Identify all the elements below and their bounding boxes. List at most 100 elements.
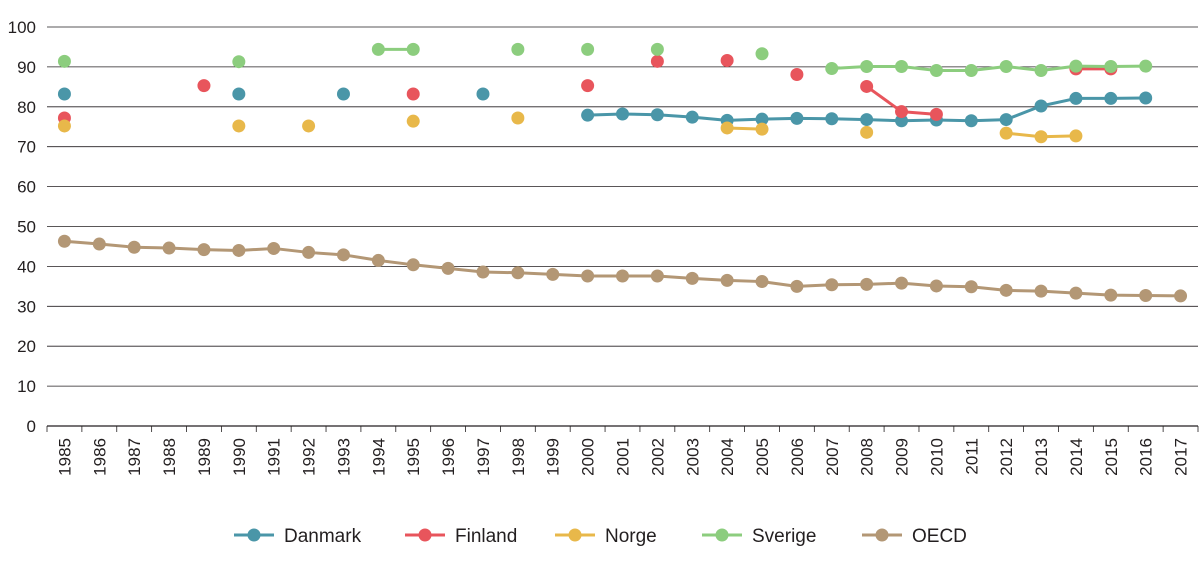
- y-tick-label: 10: [17, 377, 36, 396]
- data-point-oecd: [511, 266, 525, 280]
- data-point-norge: [232, 119, 246, 133]
- x-tick-label: 1990: [230, 438, 249, 476]
- x-tick-label: 2005: [753, 438, 772, 476]
- data-point-sverige: [232, 55, 246, 69]
- data-point-oecd: [616, 269, 629, 283]
- data-point-sverige: [825, 61, 839, 75]
- x-tick-label: 1992: [300, 438, 319, 476]
- data-point-sverige: [1034, 63, 1048, 77]
- x-axis-tick-labels: 1985 1986 1987 1988 1989 1990 1991 1992 1993 1994…: [55, 438, 1190, 476]
- legend-swatch-marker: [715, 528, 729, 542]
- series-line-oecd: [64, 239, 1181, 298]
- data-point-danmark: [685, 110, 699, 124]
- data-point-oecd: [1104, 288, 1118, 302]
- data-point-sverige: [860, 60, 874, 74]
- data-point-norge: [1034, 130, 1048, 144]
- y-tick-label: 0: [27, 417, 36, 436]
- x-tick-label: 1998: [509, 438, 528, 476]
- x-tick-label: 1996: [439, 438, 458, 476]
- x-tick-label: 1995: [404, 438, 423, 476]
- data-point-danmark: [860, 113, 874, 127]
- data-point-oecd: [685, 271, 699, 285]
- series-lines: [64, 47, 1181, 298]
- legend-swatch-marker: [418, 528, 432, 542]
- data-point-danmark: [336, 87, 350, 101]
- data-point-norge: [720, 121, 734, 135]
- x-tick-label: 2008: [858, 438, 877, 476]
- data-point-oecd: [720, 273, 734, 287]
- data-point-oecd: [232, 243, 246, 257]
- x-tick-label: 2009: [893, 438, 912, 476]
- data-point-oecd: [1069, 286, 1083, 300]
- x-tick-label: 1989: [195, 438, 214, 476]
- x-tick-label: 2014: [1067, 438, 1086, 476]
- legend-label-danmark: Danmark: [284, 526, 362, 547]
- data-point-sverige: [755, 47, 769, 61]
- x-tick-label: 2007: [823, 438, 842, 476]
- y-axis-tick-labels: 0 10 20 30 40 50 60 70 80 90 100: [8, 18, 36, 436]
- x-tick-label: 2002: [648, 438, 667, 476]
- data-point-sverige: [371, 42, 385, 56]
- data-point-sverige: [1069, 59, 1083, 73]
- x-tick-label: 1985: [55, 438, 74, 476]
- data-point-oecd: [1139, 289, 1153, 303]
- x-tick-label: 2017: [1172, 438, 1191, 476]
- data-point-danmark: [755, 112, 769, 126]
- data-point-oecd: [57, 234, 71, 248]
- data-point-oecd: [92, 237, 106, 251]
- y-tick-label: 100: [8, 18, 36, 37]
- data-point-danmark: [616, 107, 629, 121]
- data-point-oecd: [650, 269, 664, 283]
- data-point-norge: [302, 119, 316, 133]
- y-tick-label: 50: [17, 218, 36, 237]
- data-point-oecd: [755, 275, 769, 289]
- data-point-oecd: [127, 240, 141, 254]
- data-point-danmark: [232, 87, 246, 101]
- x-tick-label: 2016: [1137, 438, 1156, 476]
- data-point-oecd: [999, 283, 1013, 297]
- data-point-danmark: [825, 112, 839, 126]
- y-tick-label: 60: [17, 178, 36, 197]
- y-tick-label: 80: [17, 98, 36, 117]
- data-point-sverige: [581, 42, 595, 56]
- data-point-sverige: [1104, 60, 1118, 74]
- data-point-oecd: [964, 280, 978, 294]
- x-tick-label: 2000: [579, 438, 598, 476]
- data-point-oecd: [1034, 284, 1048, 298]
- data-point-danmark: [476, 87, 490, 101]
- data-point-danmark: [964, 114, 978, 128]
- legend-swatch-marker: [875, 528, 889, 542]
- data-point-danmark: [895, 114, 909, 128]
- data-point-oecd: [546, 267, 560, 281]
- data-point-danmark: [1069, 91, 1083, 105]
- data-point-finland: [790, 67, 804, 81]
- data-point-sverige: [1139, 59, 1153, 73]
- data-point-danmark: [1139, 91, 1153, 105]
- data-point-oecd: [302, 245, 316, 259]
- data-point-danmark: [999, 113, 1013, 127]
- data-point-oecd: [790, 279, 804, 293]
- data-point-oecd: [476, 265, 490, 279]
- data-point-norge: [860, 125, 874, 139]
- data-point-finland: [860, 79, 874, 93]
- legend-label-sverige: Sverige: [752, 526, 816, 547]
- data-point-danmark: [581, 108, 595, 122]
- x-tick-label: 2004: [718, 438, 737, 476]
- x-tick-label: 2010: [927, 438, 946, 476]
- x-tick-label: 1988: [160, 438, 179, 476]
- y-tick-label: 70: [17, 138, 36, 157]
- x-tick-label: 2003: [683, 438, 702, 476]
- data-point-oecd: [860, 277, 874, 291]
- data-point-danmark: [790, 111, 804, 125]
- x-tick-label: 2006: [788, 438, 807, 476]
- x-tick-label: 1993: [334, 438, 353, 476]
- data-point-finland: [581, 79, 595, 93]
- data-point-finland: [720, 54, 734, 68]
- x-tick-label: 2001: [614, 438, 633, 476]
- y-tick-label: 20: [17, 337, 36, 356]
- legend-label-finland: Finland: [455, 526, 517, 547]
- gridlines: [47, 26, 1198, 427]
- legend: Danmark Finland Norge Sverige OECD: [234, 526, 967, 547]
- data-point-danmark: [1104, 91, 1118, 105]
